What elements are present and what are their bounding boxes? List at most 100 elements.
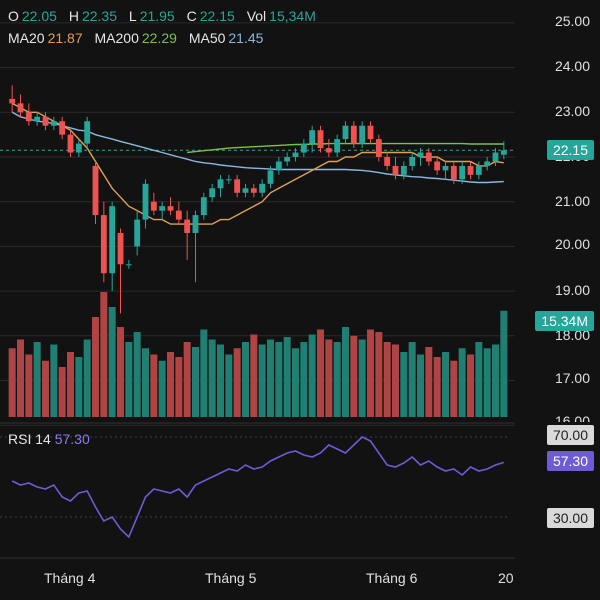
ma-header: MA20 21.87 MA200 22.29 MA50 21.45: [8, 30, 271, 46]
volume-bar: [367, 329, 374, 417]
volume-bar: [158, 360, 166, 417]
volume-bar: [142, 348, 149, 417]
volume-bar: [200, 329, 208, 417]
volume-bars: [8, 292, 508, 417]
volume-bar: [458, 348, 466, 417]
volume-bar: [442, 352, 449, 417]
x-label-may: Tháng 5: [205, 570, 257, 586]
price-tick: 21.00: [554, 193, 590, 209]
price-tick: 17.00: [554, 370, 590, 386]
candle-body: [167, 206, 174, 211]
candle-body: [42, 116, 49, 126]
candle-body: [225, 179, 232, 181]
volume-bar: [433, 357, 441, 417]
volume-bar: [333, 342, 341, 417]
candle-body: [259, 183, 266, 193]
candle-body: [400, 165, 407, 175]
x-label-april: Tháng 4: [44, 570, 96, 586]
x-label-year: 20: [498, 570, 514, 586]
volume-bar: [467, 354, 474, 417]
volume-bar: [242, 342, 249, 417]
close-label: C: [186, 8, 197, 24]
high-value: 22.35: [81, 8, 117, 24]
open-value: 22.05: [21, 8, 57, 24]
candle-body: [175, 210, 182, 220]
volume-bar: [250, 334, 258, 417]
candle-body: [500, 150, 507, 155]
candle-body: [250, 188, 257, 193]
candle-body: [209, 188, 216, 198]
candle-body: [34, 116, 41, 122]
price-tick: 18.00: [554, 327, 590, 343]
vol-value: 15,34M: [269, 8, 316, 24]
candle-body: [67, 134, 74, 153]
volume-bar: [208, 339, 216, 417]
volume-bar: [500, 310, 508, 417]
ma200-line: [187, 142, 504, 154]
candle-body: [92, 165, 99, 216]
candle-body: [150, 201, 157, 211]
volume-bar: [258, 344, 266, 417]
candle-body: [100, 215, 107, 274]
price-tick: 16.00: [554, 413, 590, 422]
ma200-value: 22.29: [141, 30, 177, 46]
candle-body: [50, 121, 57, 126]
candle-body: [459, 165, 466, 180]
candle-body: [425, 152, 432, 162]
volume-bar: [325, 339, 333, 417]
volume-bar: [92, 317, 99, 417]
volume-bar: [83, 339, 91, 417]
volume-bar: [400, 352, 408, 417]
candle-body: [125, 264, 132, 266]
last-price-tag: 22.15: [546, 140, 594, 160]
last-volume-tag: 15.34M: [535, 311, 594, 331]
candle-body: [234, 179, 241, 193]
volume-bar: [33, 342, 41, 417]
candle-body: [192, 215, 199, 233]
candle-body: [275, 161, 282, 171]
volume-bar: [417, 354, 424, 417]
volume-bar: [217, 344, 224, 417]
candle-body: [217, 179, 224, 189]
volume-bar: [358, 339, 366, 417]
volume-bar: [192, 347, 199, 417]
candle-body: [200, 197, 207, 216]
volume-bar: [8, 348, 16, 417]
price-tick: 20.00: [554, 236, 590, 252]
volume-bar: [150, 354, 158, 417]
candlesticks: [9, 85, 507, 314]
candle-body: [450, 165, 457, 180]
ma200-label: MA200: [94, 30, 139, 46]
volume-bar: [275, 342, 283, 417]
candle-body: [117, 232, 124, 265]
candle-body: [267, 170, 274, 184]
volume-bar: [292, 348, 299, 417]
candle-body: [159, 206, 166, 211]
close-value: 22.15: [199, 8, 235, 24]
grid-lines: [0, 22, 515, 559]
candle-body: [75, 143, 82, 153]
candle-body: [342, 125, 349, 140]
volume-bar: [233, 348, 241, 417]
volume-bar: [342, 327, 349, 417]
ma50-value: 21.45: [228, 30, 264, 46]
volume-bar: [75, 357, 83, 417]
volume-bar: [225, 354, 233, 417]
volume-bar: [100, 292, 108, 417]
volume-bar: [375, 332, 383, 417]
volume-bar: [42, 360, 49, 417]
volume-bar: [183, 342, 191, 417]
candle-body: [359, 125, 366, 144]
price-tick: 19.00: [554, 282, 590, 298]
candle-body: [484, 161, 491, 166]
rsi-level-70: 70.00: [546, 425, 594, 445]
candle-body: [334, 139, 341, 153]
volume-bar: [167, 352, 174, 417]
candle-body: [84, 121, 91, 144]
candle-body: [9, 98, 16, 104]
candle-body: [134, 219, 141, 247]
rsi-line: [11, 436, 505, 539]
ma20-label: MA20: [8, 30, 45, 46]
volume-bar: [175, 357, 183, 417]
